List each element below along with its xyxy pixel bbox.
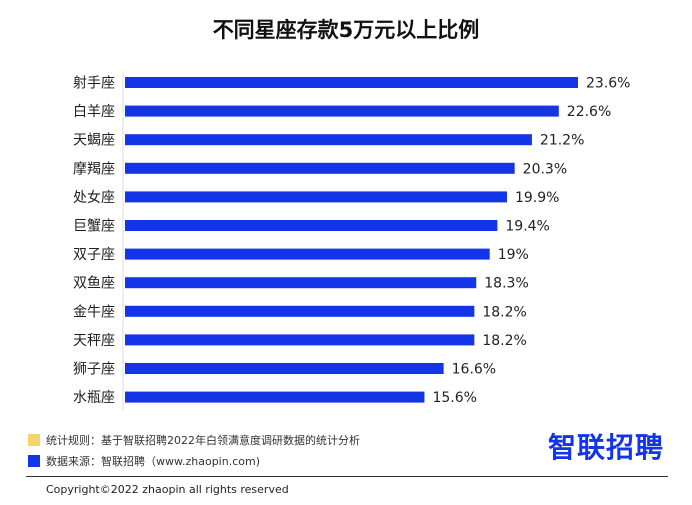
copyright-text: Copyright©2022 zhaopin all rights reserv… [46, 483, 289, 496]
bar [125, 363, 444, 374]
value-label: 18.3% [484, 276, 528, 292]
category-label: 狮子座 [73, 362, 115, 378]
value-label: 15.6% [432, 390, 476, 406]
category-label: 天秤座 [73, 333, 115, 349]
category-label: 金牛座 [73, 304, 115, 320]
note-row-rule: 统计规则：基于智联招聘2022年白领满意度调研数据的统计分析 [28, 432, 360, 448]
value-label: 19.9% [515, 190, 559, 206]
blue-square-icon [28, 455, 40, 467]
category-label: 摩羯座 [73, 160, 115, 177]
bar [125, 391, 425, 403]
bar [125, 305, 475, 317]
category-label: 白羊座 [73, 104, 115, 120]
bar [125, 191, 507, 203]
zhaopin-logo: 智联招聘 [548, 431, 665, 464]
chart-title: 不同星座存款5万元以上比例 [212, 18, 480, 42]
category-label: 双子座 [73, 247, 115, 263]
value-label: 20.3% [523, 161, 567, 177]
value-label: 18.2% [482, 304, 526, 320]
category-label: 双鱼座 [73, 275, 115, 292]
category-label: 射手座 [73, 76, 115, 92]
value-label: 21.2% [540, 133, 584, 149]
category-label: 天蝎座 [73, 133, 115, 149]
category-label: 处女座 [73, 189, 115, 206]
bar [125, 220, 498, 231]
value-label: 18.2% [482, 333, 526, 349]
bar [125, 162, 515, 174]
note-rule-text: 统计规则：基于智联招聘2022年白领满意度调研数据的统计分析 [46, 434, 360, 447]
note-source-text: 数据来源：智联招聘（www.zhaopin.com) [46, 455, 260, 468]
category-label: 水瓶座 [73, 390, 115, 406]
value-label: 19% [498, 247, 529, 263]
bar [125, 277, 477, 289]
bar [125, 77, 578, 88]
value-label: 22.6% [567, 104, 611, 120]
footer-divider [26, 476, 668, 477]
category-label: 巨蟹座 [73, 219, 115, 235]
value-label: 23.6% [586, 76, 630, 92]
value-label: 19.4% [505, 219, 549, 235]
bar [125, 134, 532, 146]
note-row-source: 数据来源：智联招聘（www.zhaopin.com) [28, 453, 260, 469]
bar [125, 248, 490, 260]
bar [125, 334, 475, 346]
bar [125, 105, 559, 117]
yellow-square-icon [28, 434, 40, 446]
value-label: 16.6% [452, 362, 496, 378]
bar-chart: 射手座 23.6% 白羊座 22.6% 天蝎座 21.2% 摩羯座 20.3% 处女座 19.9%… [73, 71, 630, 411]
